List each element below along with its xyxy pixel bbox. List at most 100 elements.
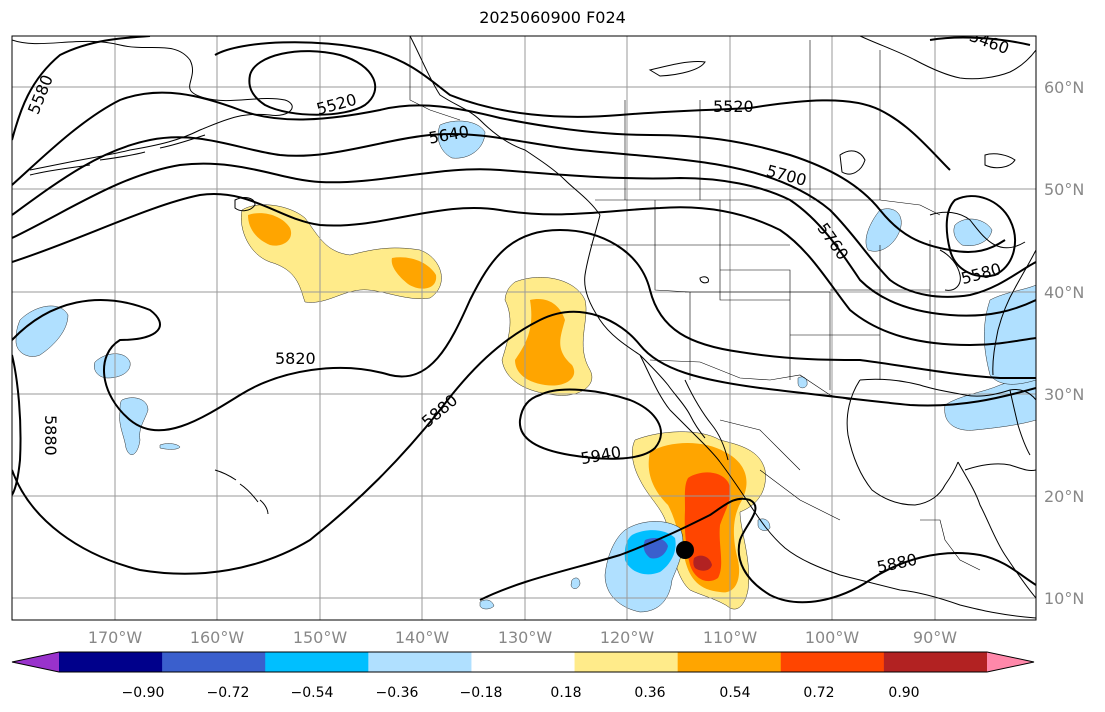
gridlines bbox=[12, 36, 1036, 620]
lat-label-40n: 40°N bbox=[1044, 283, 1084, 302]
latitude-axis: 60°N 50°N 40°N 30°N 20°N 10°N bbox=[1044, 78, 1084, 608]
border-canada-provinces bbox=[624, 40, 881, 200]
border-us-canada bbox=[595, 199, 941, 216]
contour-5880-main bbox=[12, 310, 1036, 575]
lon-label-140w: 140°W bbox=[395, 628, 450, 647]
cbar-label-6: 0.36 bbox=[634, 685, 665, 701]
colorbar-cells bbox=[12, 652, 1034, 672]
coast-hawaii bbox=[214, 469, 269, 515]
contour-label-5940: 5940 bbox=[579, 442, 622, 468]
contour-label-5520-east: 5520 bbox=[713, 97, 754, 116]
longitude-axis: 170°W 160°W 150°W 140°W 130°W 120°W 110°… bbox=[88, 628, 957, 647]
cbar-label-2: −0.54 bbox=[291, 685, 334, 701]
contour-5580-west bbox=[12, 36, 151, 141]
shade-lightblue-east-2 bbox=[944, 377, 1036, 431]
shade-darkred-east-pacific bbox=[693, 555, 712, 571]
cbar-label-8: 0.72 bbox=[803, 685, 834, 701]
colorbar-cell bbox=[883, 652, 988, 672]
lat-label-30n: 30°N bbox=[1044, 385, 1084, 404]
colorbar-cell bbox=[677, 652, 782, 672]
cbar-label-7: 0.54 bbox=[719, 685, 750, 701]
lon-label-130w: 130°W bbox=[498, 628, 553, 647]
lon-label-110w: 110°W bbox=[703, 628, 758, 647]
coast-gulf-of-mexico bbox=[846, 378, 1036, 506]
shade-lightblue-west-4 bbox=[159, 443, 181, 450]
cbar-label-4: −0.18 bbox=[460, 685, 503, 701]
colorbar-cell bbox=[59, 652, 163, 672]
contour-label-5880-west: 5880 bbox=[41, 415, 60, 456]
contour-label-5880-south: 5880 bbox=[875, 550, 919, 577]
contour-label-5580-east: 5580 bbox=[959, 259, 1003, 288]
contour-label-5820: 5820 bbox=[275, 349, 316, 368]
colorbar-cell bbox=[265, 652, 369, 672]
coast-canada-north bbox=[648, 61, 1016, 175]
cbar-label-3: −0.36 bbox=[376, 685, 419, 701]
contour-label-5760: 5760 bbox=[813, 219, 852, 263]
lon-label-150w: 150°W bbox=[293, 628, 348, 647]
contour-5580-main bbox=[12, 91, 1006, 253]
shade-orange-california bbox=[515, 299, 575, 386]
border-mexico-states bbox=[719, 419, 841, 521]
lon-label-160w: 160°W bbox=[190, 628, 245, 647]
coast-alaska-gulf bbox=[409, 36, 601, 216]
coast-florida bbox=[1009, 389, 1031, 456]
map-frame bbox=[11, 35, 1037, 621]
cbar-label-9: 0.90 bbox=[888, 685, 919, 701]
lat-label-60n: 60°N bbox=[1044, 78, 1084, 97]
contour-label-5880-central: 5880 bbox=[418, 391, 461, 432]
shade-lightblue-small-2 bbox=[479, 599, 495, 610]
cbar-label-1: −0.72 bbox=[207, 685, 250, 701]
lat-label-50n: 50°N bbox=[1044, 180, 1084, 199]
contour-5880-tropical bbox=[479, 497, 1036, 604]
contour-5940 bbox=[518, 388, 662, 460]
shade-lightblue-small-1 bbox=[570, 577, 581, 589]
shade-lightblue-west-3 bbox=[119, 397, 149, 455]
colorbar-extend-min bbox=[12, 652, 59, 672]
coast-alaska-west-coastline bbox=[12, 39, 293, 171]
shade-orange-north-pacific-east bbox=[391, 257, 437, 289]
coast-aleutians bbox=[29, 134, 206, 176]
lon-label-90w: 90°W bbox=[913, 628, 957, 647]
colorbar-cell bbox=[368, 652, 472, 672]
border-us-states bbox=[590, 200, 931, 390]
contour-5580-east-low bbox=[945, 195, 1016, 278]
contour-label-5460: 5460 bbox=[967, 26, 1012, 58]
coast-us-west bbox=[584, 214, 706, 439]
cbar-label-0: −0.90 bbox=[122, 685, 165, 701]
border-central-america bbox=[920, 519, 981, 571]
borders bbox=[409, 36, 981, 571]
coast-hudson-bay bbox=[859, 36, 1036, 80]
shade-lightblue-alaska bbox=[437, 120, 486, 159]
shading-layer bbox=[15, 120, 1036, 613]
shade-lightblue-west-1 bbox=[15, 305, 69, 357]
colorbar-cell bbox=[162, 652, 266, 672]
coast-cuba bbox=[964, 463, 1036, 471]
contour-5820 bbox=[12, 228, 1036, 432]
contour-5700 bbox=[12, 162, 1036, 317]
colorbar-ticks: −0.90 −0.72 −0.54 −0.36 −0.18 0.18 0.36 … bbox=[122, 685, 920, 701]
contour-5640 bbox=[12, 133, 1036, 298]
coast-mexico-pacific bbox=[719, 461, 1036, 619]
contour-5520-outer bbox=[214, 41, 951, 171]
coast-great-lakes bbox=[929, 211, 1026, 291]
shade-yellow-north-pacific bbox=[241, 204, 442, 303]
border-us-mexico bbox=[649, 359, 851, 401]
shade-lightblue-east-4 bbox=[953, 218, 993, 246]
lon-label-120w: 120°W bbox=[600, 628, 655, 647]
coastlines bbox=[12, 36, 1036, 619]
colorbar-outline bbox=[11, 651, 1035, 673]
colorbar: −0.90 −0.72 −0.54 −0.36 −0.18 0.18 0.36 … bbox=[11, 651, 1035, 701]
colorbar-cell bbox=[471, 652, 576, 672]
colorbar-extend-max bbox=[987, 652, 1034, 672]
lat-label-10n: 10°N bbox=[1044, 589, 1084, 608]
colorbar-cell bbox=[574, 652, 679, 672]
shade-lightblue-east-3 bbox=[984, 284, 1036, 385]
shade-lightblue-west-2 bbox=[94, 353, 131, 379]
cbar-label-5: 0.18 bbox=[550, 685, 581, 701]
colorbar-cell bbox=[780, 652, 885, 672]
height-contours bbox=[12, 36, 1036, 604]
shade-red-east-pacific bbox=[684, 472, 731, 582]
contour-5520-alaska-low bbox=[248, 50, 377, 116]
lon-label-100w: 100°W bbox=[805, 628, 860, 647]
